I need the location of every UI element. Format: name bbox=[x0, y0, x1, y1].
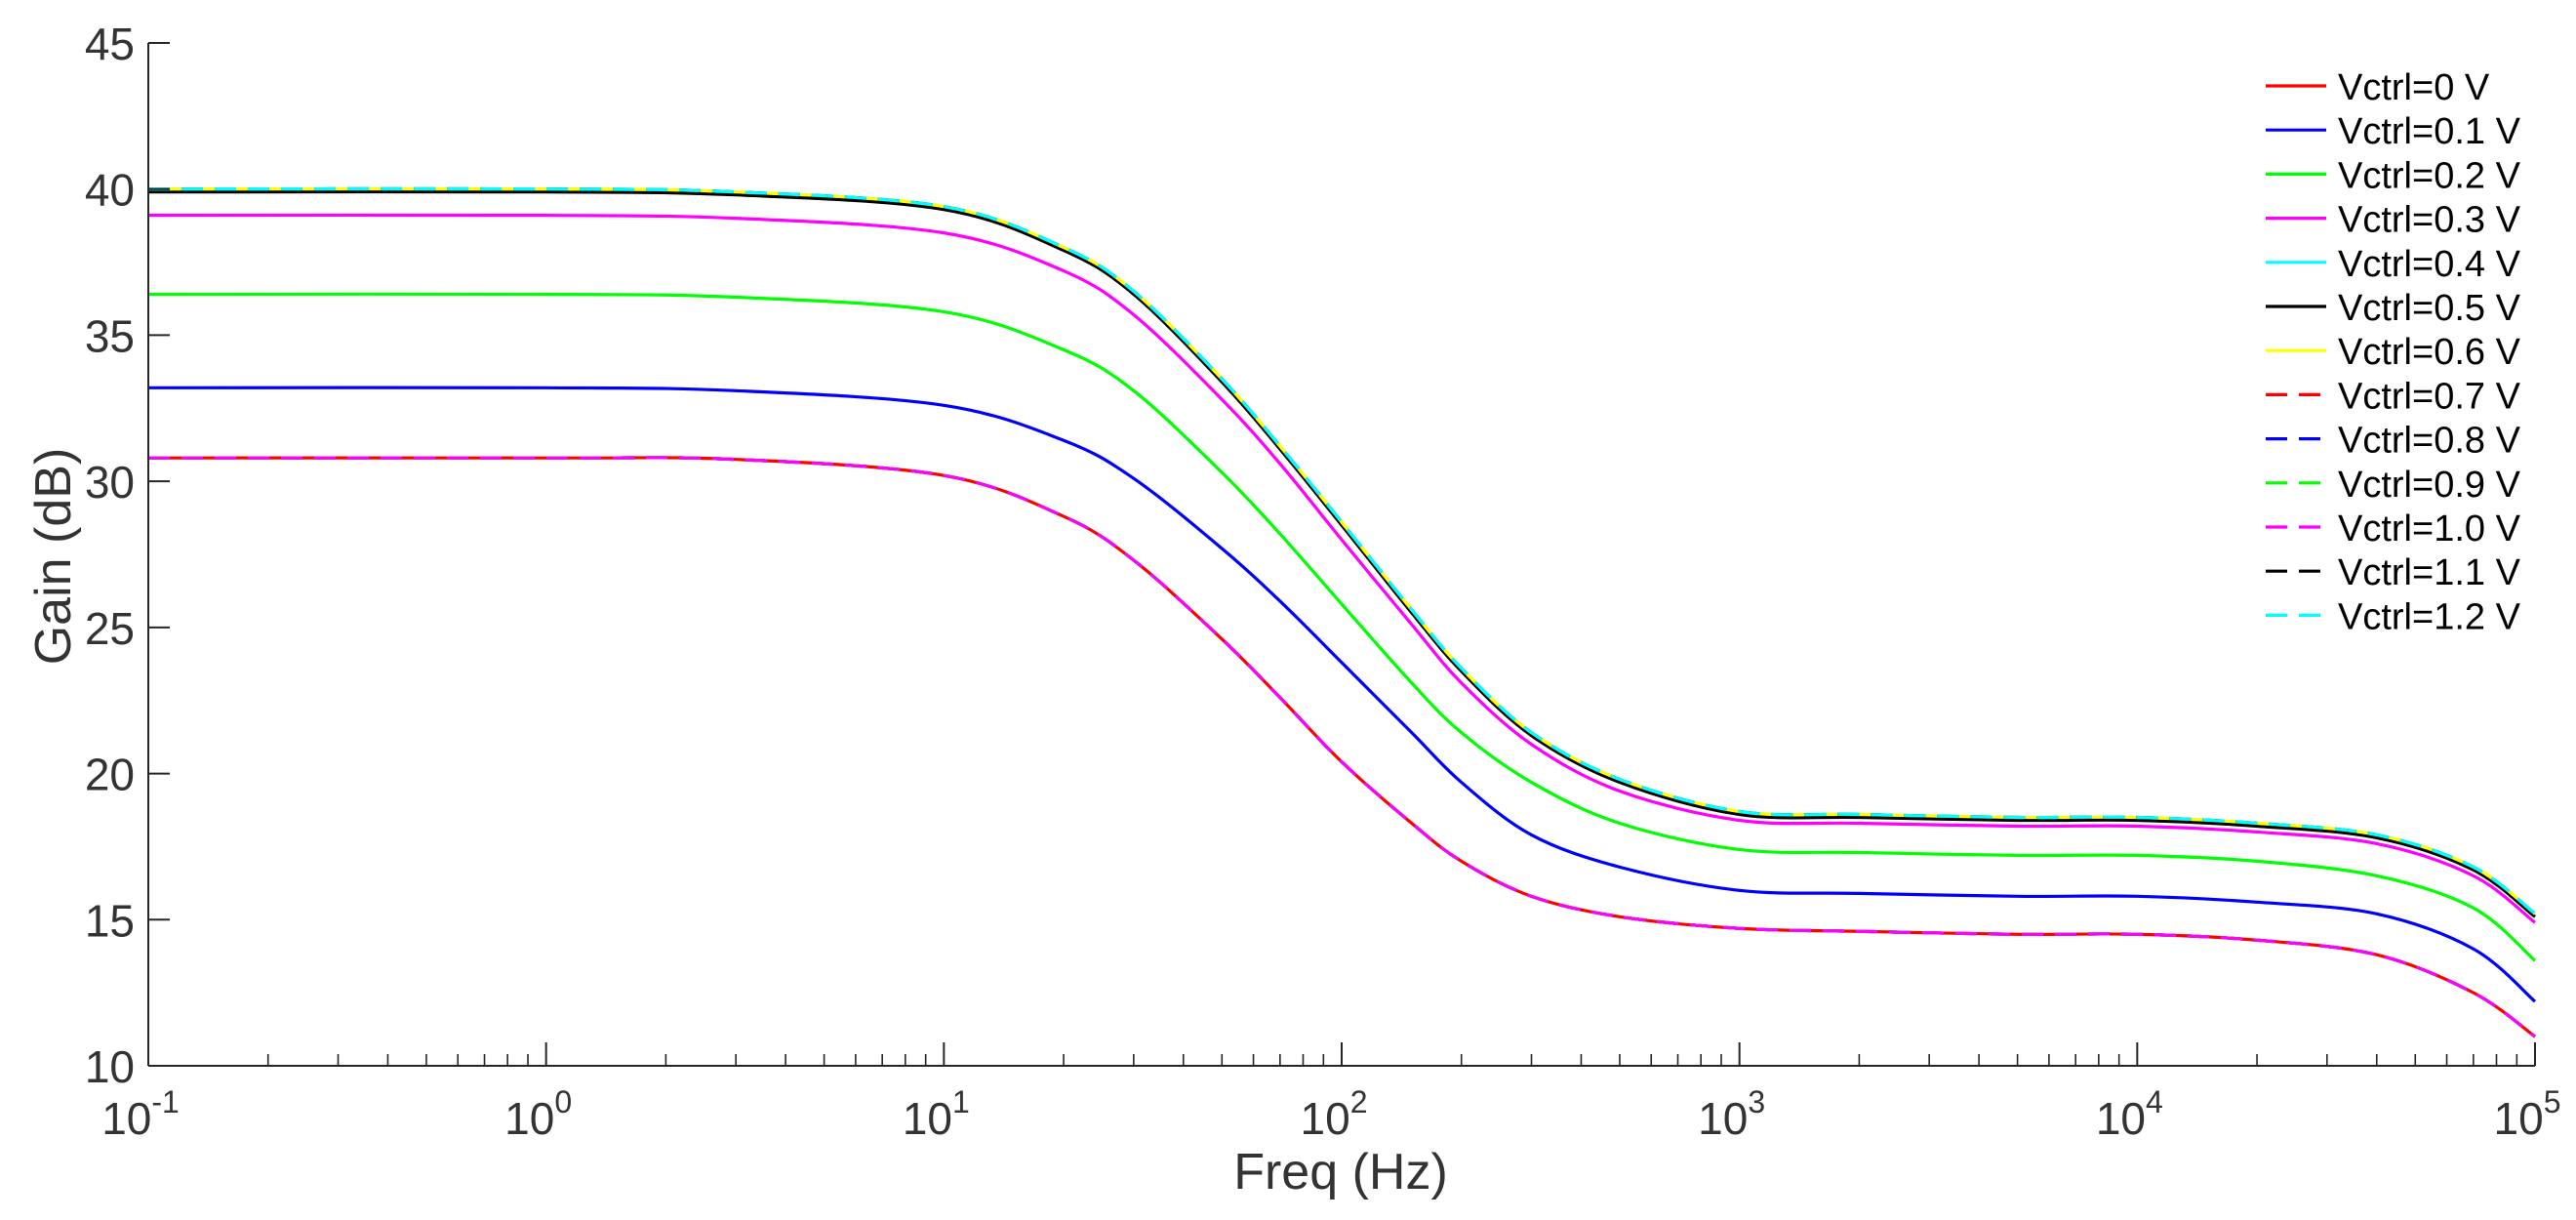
x-tick-exponent: 0 bbox=[554, 1084, 572, 1119]
x-tick-base: 10 bbox=[1301, 1093, 1350, 1144]
x-tick-label: 104 bbox=[2096, 1084, 2163, 1144]
series-layer bbox=[147, 186, 2537, 1038]
y-tick-label: 40 bbox=[85, 165, 135, 216]
x-tick-label: 101 bbox=[903, 1084, 970, 1144]
y-tick-label: 25 bbox=[85, 603, 135, 654]
legend-label-11: Vctrl=1.1 V bbox=[2338, 552, 2521, 593]
legend-label-5: Vctrl=0.5 V bbox=[2338, 288, 2521, 329]
x-tick-exponent: 3 bbox=[1748, 1084, 1765, 1119]
series-line-2 bbox=[147, 292, 2537, 962]
y-tick-label: 20 bbox=[85, 750, 135, 800]
x-tick-base: 10 bbox=[903, 1093, 952, 1144]
x-tick-label: 105 bbox=[2494, 1084, 2561, 1144]
y-tick-label: 35 bbox=[85, 310, 135, 361]
series-line-10 bbox=[147, 456, 2536, 1038]
x-tick-base: 10 bbox=[2096, 1093, 2146, 1144]
x-tick-label: 102 bbox=[1301, 1084, 1368, 1144]
x-tick-base: 10 bbox=[1698, 1093, 1748, 1144]
y-tick-label: 15 bbox=[85, 895, 135, 946]
y-axis-title: Gain (dB) bbox=[25, 448, 82, 666]
series-line-5 bbox=[147, 189, 2536, 918]
x-tick-exponent: 5 bbox=[2544, 1084, 2561, 1119]
legend-label-8: Vctrl=0.8 V bbox=[2338, 421, 2521, 462]
y-tick-label: 30 bbox=[85, 457, 135, 508]
legend-label-6: Vctrl=0.6 V bbox=[2338, 332, 2521, 373]
y-tick-label: 10 bbox=[85, 1041, 135, 1092]
y-tick-label: 45 bbox=[85, 19, 135, 69]
x-axis-title: Freq (Hz) bbox=[1233, 1144, 1448, 1200]
legend-label-9: Vctrl=0.9 V bbox=[2338, 465, 2521, 506]
x-tick-exponent: 4 bbox=[2146, 1084, 2163, 1119]
legend-label-12: Vctrl=1.2 V bbox=[2338, 596, 2521, 637]
series-line-3 bbox=[147, 213, 2536, 924]
series-line-12 bbox=[147, 186, 2536, 915]
x-tick-exponent: -1 bbox=[151, 1084, 179, 1119]
legend-label-3: Vctrl=0.3 V bbox=[2338, 200, 2521, 241]
legend-label-1: Vctrl=0.1 V bbox=[2338, 111, 2521, 152]
x-tick-exponent: 2 bbox=[1350, 1084, 1368, 1119]
x-tick-label: 10-1 bbox=[101, 1084, 180, 1144]
legend-label-4: Vctrl=0.4 V bbox=[2338, 244, 2521, 285]
x-tick-base: 10 bbox=[504, 1093, 554, 1144]
x-tick-base: 10 bbox=[101, 1093, 151, 1144]
x-tick-label: 100 bbox=[504, 1084, 572, 1144]
legend-label-10: Vctrl=1.0 V bbox=[2338, 508, 2521, 549]
legend-label-0: Vctrl=0 V bbox=[2338, 67, 2490, 108]
series-line-1 bbox=[147, 386, 2537, 1003]
x-tick-label: 103 bbox=[1698, 1084, 1765, 1144]
legend-label-7: Vctrl=0.7 V bbox=[2338, 376, 2521, 417]
x-tick-exponent: 1 bbox=[952, 1084, 970, 1119]
legend-label-2: Vctrl=0.2 V bbox=[2338, 155, 2521, 196]
x-tick-base: 10 bbox=[2494, 1093, 2544, 1144]
